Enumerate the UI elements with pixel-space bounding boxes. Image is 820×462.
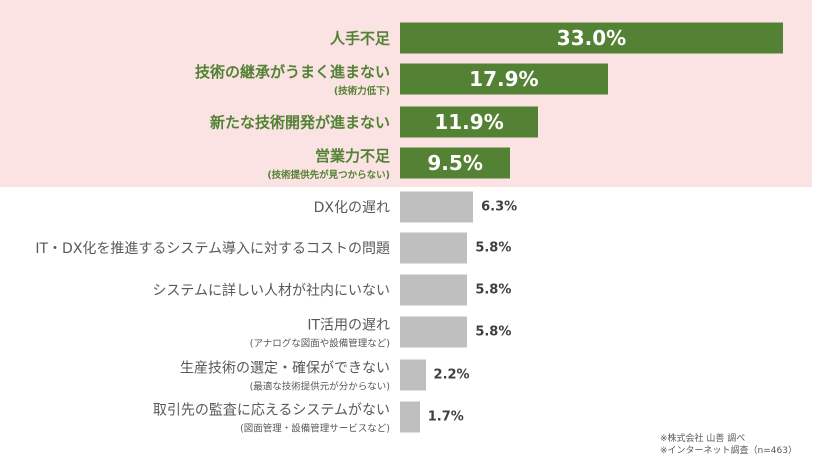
category-label: 営業力不足 (技術提供先が見つからない) [267,145,390,181]
category-label-main: DX化の遅れ [313,200,390,216]
category-label: IT活用の遅れ (アナログな図面や設備管理など) [250,315,390,350]
category-label-sub: (最適な技術提供元が分からない) [249,381,390,393]
value-label: 17.9% [469,67,539,91]
bar [400,232,468,264]
chart-row: DX化の遅れ 6.3% [0,190,820,224]
value-label: 33.0% [556,26,627,50]
category-label-main: 技術の継承がうまく進まない [194,63,390,81]
chart-row: システムに詳しい人材が社内にいない 5.8% [0,273,820,307]
chart-row: 新たな技術開発が進まない 11.9% [0,105,820,139]
category-label-main: 営業力不足 [314,147,390,165]
category-label: 取引先の監査に応えるシステムがない (図面管理・設備管理サービスなど) [153,400,390,435]
category-label-sub: (アナログな図面や設備管理など) [249,338,390,350]
chart-row: IT活用の遅れ (アナログな図面や設備管理など) 5.8% [0,315,820,350]
category-label: 技術の継承がうまく進まない (技術力低下) [195,61,390,97]
category-label-main: IT活用の遅れ [307,317,390,334]
bar [400,63,608,95]
chart-row: 人手不足 33.0% [0,21,820,55]
value-label: 6.3% [481,199,518,215]
bar [400,106,539,138]
bar [400,191,474,223]
chart-row: IT・DX化を推進するシステム導入に対するコストの問題 5.8% [0,231,820,265]
category-label: 人手不足 [330,28,390,49]
chart-row: 営業力不足 (技術提供先が見つからない) 9.5% [0,145,820,181]
category-label-main: 新たな技術開発が進まない [209,113,390,132]
category-label: 新たな技術開発が進まない [210,112,390,133]
category-label-main: 生産技術の選定・確保ができない [180,360,390,377]
category-label: DX化の遅れ [314,197,390,217]
chart-row: 生産技術の選定・確保ができない (最適な技術提供元が分からない) 2.2% [0,358,820,393]
category-label-sub: (技術提供先が見つからない) [267,170,390,181]
category-label-sub: (図面管理・設備管理サービスなど) [240,423,390,435]
value-label: 11.9% [434,110,504,134]
bar [400,316,468,348]
chart-row: 技術の継承がうまく進まない (技術力低下) 17.9% [0,61,820,97]
bar [400,401,420,433]
value-label: 2.2% [433,367,470,383]
bar [400,22,783,54]
category-label-main: 人手不足 [329,29,390,48]
source-note: ※株式会社 山善 調べ ※インターネット調査（n=463） [660,433,797,457]
value-label: 5.8% [475,240,512,256]
category-label: 生産技術の選定・確保ができない (最適な技術提供元が分からない) [180,358,390,393]
value-label: 1.7% [427,409,464,425]
category-label-main: システムに詳しい人材が社内にいない [152,283,390,299]
category-label-sub: (技術力低下) [333,86,390,97]
category-label-main: IT・DX化を推進するシステム導入に対するコストの問題 [35,241,390,257]
bar [400,147,511,179]
category-label: IT・DX化を推進するシステム導入に対するコストの問題 [35,238,390,258]
source-note-line: ※株式会社 山善 調べ [660,434,746,444]
category-label: システムに詳しい人材が社内にいない [152,280,390,300]
value-label: 5.8% [475,324,512,340]
value-label: 9.5% [427,151,483,175]
bar [400,359,426,391]
source-note-line: ※インターネット調査（n=463） [660,446,797,456]
value-label: 5.8% [475,282,512,298]
bar [400,274,468,306]
category-label-main: 取引先の監査に応えるシステムがない [152,402,390,419]
chart-row: 取引先の監査に応えるシステムがない (図面管理・設備管理サービスなど) 1.7% [0,400,820,435]
